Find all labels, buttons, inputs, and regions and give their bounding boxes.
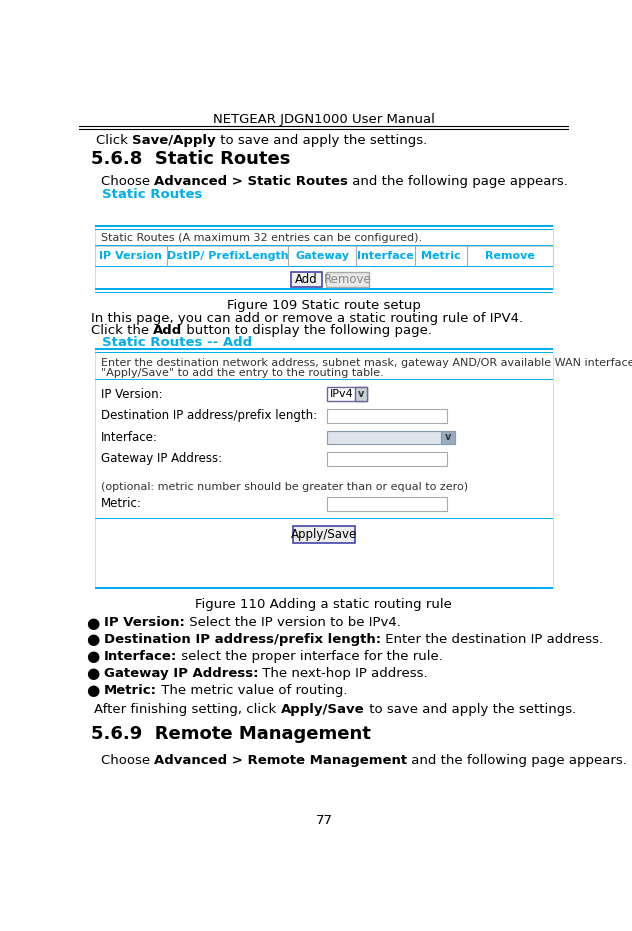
Bar <box>355 387 367 401</box>
Bar <box>291 272 322 288</box>
Text: Choose: Choose <box>100 174 154 187</box>
Text: and the following page appears.: and the following page appears. <box>407 753 627 766</box>
Text: NETGEAR JDGN1000 User Manual: NETGEAR JDGN1000 User Manual <box>213 113 435 126</box>
Text: Interface: Interface <box>357 251 414 261</box>
Text: Static Routes: Static Routes <box>102 188 203 201</box>
Bar <box>95 349 553 587</box>
Text: "Apply/Save" to add the entry to the routing table.: "Apply/Save" to add the entry to the rou… <box>100 368 384 378</box>
Text: Enter the destination network address, subnet mask, gateway AND/OR available WAN: Enter the destination network address, s… <box>100 358 632 368</box>
Text: IP Version:: IP Version: <box>104 616 185 629</box>
Text: Add: Add <box>153 324 182 337</box>
Text: Destination IP address/prefix length:: Destination IP address/prefix length: <box>104 633 381 646</box>
Text: Metric:: Metric: <box>100 497 142 510</box>
Text: Add: Add <box>295 273 317 286</box>
Text: Interface:: Interface: <box>104 651 177 664</box>
Text: button to display the following page.: button to display the following page. <box>182 324 432 337</box>
Text: Click: Click <box>96 134 132 147</box>
Bar <box>327 452 447 466</box>
Text: 77: 77 <box>315 815 332 828</box>
Text: Click the: Click the <box>90 324 153 337</box>
Bar <box>95 247 553 265</box>
Text: IP Version:: IP Version: <box>100 388 162 401</box>
Text: DstIP/ PrefixLength: DstIP/ PrefixLength <box>167 251 288 261</box>
Text: ●: ● <box>87 667 100 681</box>
Text: Remove: Remove <box>324 273 372 286</box>
Text: Gateway: Gateway <box>295 251 349 261</box>
Bar <box>95 225 553 227</box>
Text: Interface:: Interface: <box>100 431 157 444</box>
Bar <box>95 587 553 589</box>
Bar <box>95 289 553 290</box>
Text: (optional: metric number should be greater than or equal to zero): (optional: metric number should be great… <box>100 481 468 492</box>
Text: In this page, you can add or remove a static routing rule of IPV4.: In this page, you can add or remove a st… <box>90 312 523 325</box>
Text: Figure 110 Adding a static routing rule: Figure 110 Adding a static routing rule <box>195 598 453 611</box>
Text: ●: ● <box>87 650 100 665</box>
Text: Gateway IP Address:: Gateway IP Address: <box>100 452 222 466</box>
Text: to save and apply the settings.: to save and apply the settings. <box>216 134 427 147</box>
Text: IPv4: IPv4 <box>330 389 354 399</box>
Bar <box>95 348 553 350</box>
Text: Enter the destination IP address.: Enter the destination IP address. <box>381 633 603 646</box>
Text: Figure 109 Static route setup: Figure 109 Static route setup <box>227 299 421 312</box>
Bar <box>95 225 553 289</box>
Text: The metric value of routing.: The metric value of routing. <box>157 684 348 697</box>
Bar <box>95 245 553 246</box>
Text: Select the IP version to be IPv4.: Select the IP version to be IPv4. <box>185 616 401 629</box>
Text: ●: ● <box>87 615 100 630</box>
Bar <box>327 409 447 423</box>
Text: Remove: Remove <box>485 251 535 261</box>
Bar <box>441 430 455 444</box>
Text: v: v <box>445 432 451 442</box>
Bar <box>327 387 367 401</box>
Text: Static Routes -- Add: Static Routes -- Add <box>102 336 252 349</box>
Text: Advanced > Remote Management: Advanced > Remote Management <box>154 753 407 766</box>
Text: to save and apply the settings.: to save and apply the settings. <box>365 703 576 716</box>
Text: 5.6.8  Static Routes: 5.6.8 Static Routes <box>90 151 290 169</box>
Text: After finishing setting, click: After finishing setting, click <box>95 703 281 716</box>
Text: v: v <box>358 389 364 399</box>
Text: select the proper interface for the rule.: select the proper interface for the rule… <box>177 651 443 664</box>
Text: Metric: Metric <box>421 251 460 261</box>
Text: Static Routes (A maximum 32 entries can be configured).: Static Routes (A maximum 32 entries can … <box>100 233 422 243</box>
Text: Apply/Save: Apply/Save <box>291 528 357 541</box>
Bar <box>95 379 553 380</box>
Text: The next-hop IP address.: The next-hop IP address. <box>258 668 428 681</box>
Text: Destination IP address/prefix length:: Destination IP address/prefix length: <box>100 410 317 423</box>
Text: 5.6.9  Remote Management: 5.6.9 Remote Management <box>90 725 370 743</box>
Text: Save/Apply: Save/Apply <box>132 134 216 147</box>
Text: Choose: Choose <box>100 753 154 766</box>
Bar <box>293 526 355 543</box>
Bar <box>95 265 553 267</box>
Text: Apply/Save: Apply/Save <box>281 703 365 716</box>
Bar <box>327 497 447 510</box>
Text: Advanced > Static Routes: Advanced > Static Routes <box>154 174 348 187</box>
Text: ●: ● <box>87 683 100 698</box>
Text: and the following page appears.: and the following page appears. <box>348 174 568 187</box>
Text: ●: ● <box>87 632 100 647</box>
Bar <box>327 430 455 444</box>
Bar <box>326 272 369 288</box>
Text: Gateway IP Address:: Gateway IP Address: <box>104 668 258 681</box>
Text: IP Version: IP Version <box>99 251 162 261</box>
Text: Metric:: Metric: <box>104 684 157 697</box>
